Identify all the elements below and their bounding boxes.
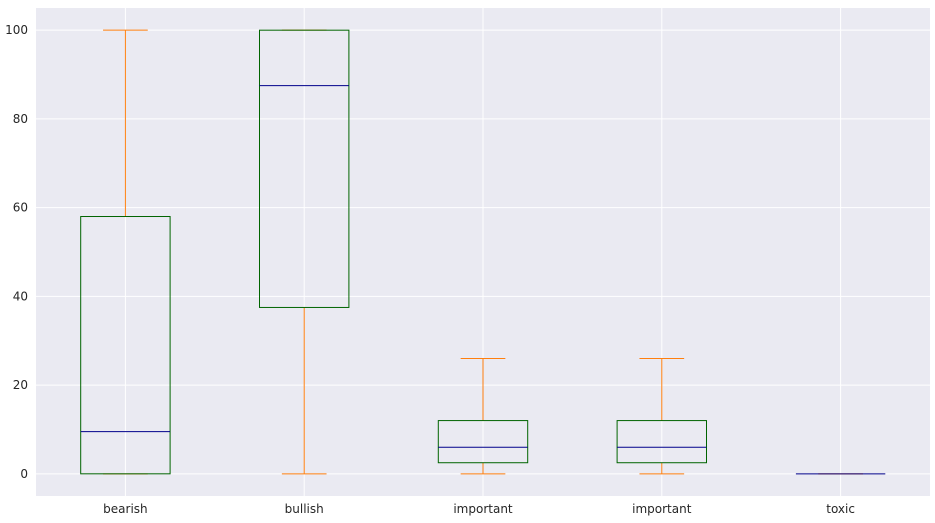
box-important [616,357,707,475]
x-tick-label: bullish [285,502,324,516]
box-important [437,357,529,475]
iqr-box [80,216,171,475]
y-tick-label: 100 [5,23,28,37]
y-tick-label: 0 [20,467,28,481]
iqr-box [259,29,350,308]
x-tick-label: important [453,502,513,516]
y-tick-label: 20 [13,378,28,392]
box-series [80,29,886,475]
box-bullish [259,29,350,475]
box-bearish [80,29,171,475]
x-tick-label: toxic [826,502,855,516]
y-axis: 0 20 40 60 80 100 [5,23,28,481]
iqr-box [437,420,529,464]
y-tick-label: 80 [13,112,28,126]
y-tick-label: 40 [13,289,28,303]
x-tick-label: bearish [103,502,147,516]
x-axis: bearish bullish important important toxic [103,502,855,516]
y-tick-label: 60 [13,201,28,215]
x-tick-label: important [632,502,692,516]
iqr-box [616,420,707,464]
